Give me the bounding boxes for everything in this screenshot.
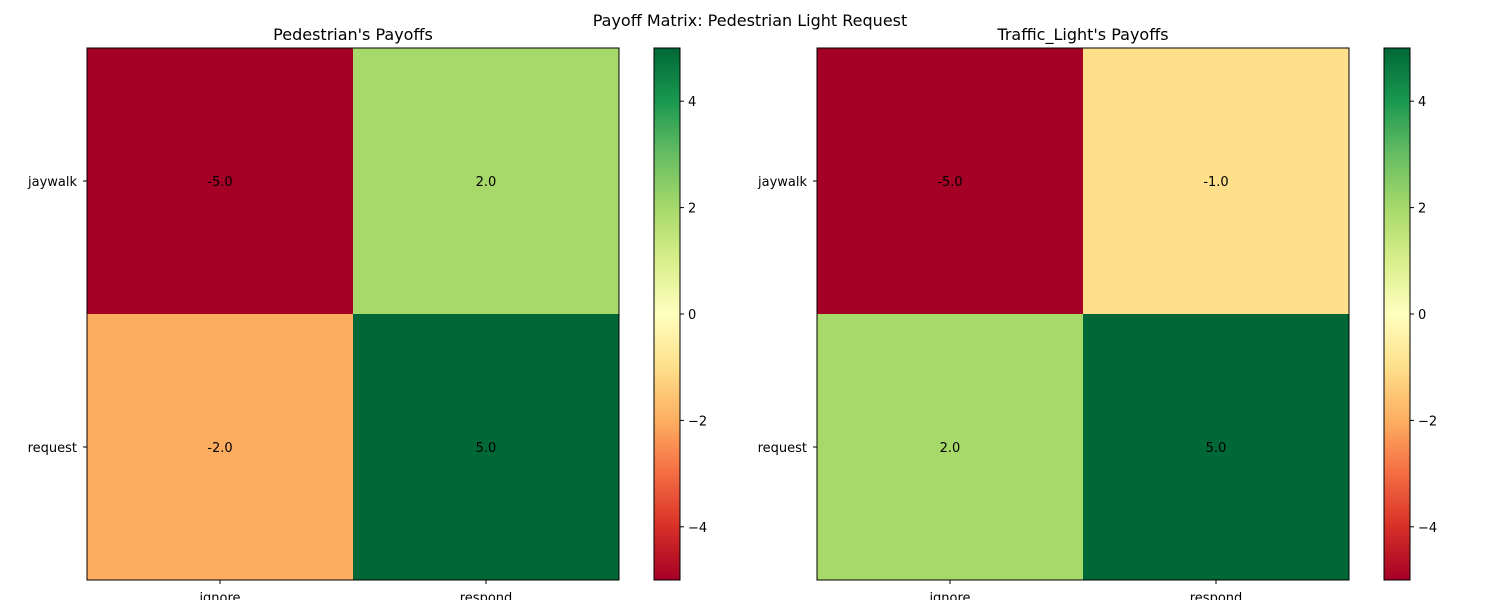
cell-value-label: -5.0 xyxy=(207,175,232,190)
cell-value-label: 5.0 xyxy=(1206,441,1227,456)
heatmap-panels: Pedestrian's Payoffs -5.0 2.0 -2.0 5.0 jaywal… xyxy=(27,25,1437,600)
colorbar-tick-label: −2 xyxy=(1418,414,1437,429)
figure-title: Payoff Matrix: Pedestrian Light Request xyxy=(593,11,908,30)
heatmap-cell xyxy=(1083,314,1349,580)
colorbar-tick-label: 0 xyxy=(1418,308,1426,323)
heatmap-cell xyxy=(817,314,1083,580)
heatmap-cell xyxy=(353,48,619,314)
y-tick-label: request xyxy=(758,441,807,456)
colorbar-tick-label: 4 xyxy=(1418,95,1426,110)
x-tick-label: ignore xyxy=(199,591,240,600)
colorbar-tick-label: −4 xyxy=(1418,521,1437,536)
panel-title: Traffic_Light's Payoffs xyxy=(996,25,1168,45)
cell-value-label: 5.0 xyxy=(476,441,497,456)
colorbar-tick-label: 2 xyxy=(1418,202,1426,217)
heatmap-panel-1: Pedestrian's Payoffs -5.0 2.0 -2.0 5.0 jaywal… xyxy=(27,25,707,600)
colorbar-tick-label: 2 xyxy=(688,202,696,217)
x-tick-label: respond xyxy=(1190,591,1243,600)
colorbar-tick-label: 4 xyxy=(688,95,696,110)
heatmap-cell xyxy=(87,314,353,580)
axes-frame xyxy=(86,47,620,581)
heatmap-cell xyxy=(817,48,1083,314)
y-tick-label: request xyxy=(28,441,77,456)
colorbar-tick-label: 0 xyxy=(688,308,696,323)
x-tick-label: respond xyxy=(460,591,513,600)
y-tick-label: jaywalk xyxy=(757,175,807,190)
heatmap-panel-2: Traffic_Light's Payoffs -5.0 -1.0 2.0 5.0 jay… xyxy=(757,25,1437,600)
cell-value-label: 2.0 xyxy=(940,441,961,456)
axes-frame xyxy=(816,47,1350,581)
heatmap-cell xyxy=(87,48,353,314)
cell-value-label: -1.0 xyxy=(1203,175,1228,190)
cell-value-label: 2.0 xyxy=(476,175,497,190)
cell-value-label: -2.0 xyxy=(207,441,232,456)
y-tick-label: jaywalk xyxy=(27,175,77,190)
colorbar xyxy=(653,47,681,581)
colorbar xyxy=(1383,47,1411,581)
cell-value-label: -5.0 xyxy=(937,175,962,190)
colorbar-tick-label: −4 xyxy=(688,521,707,536)
heatmap-cell xyxy=(353,314,619,580)
panel-title: Pedestrian's Payoffs xyxy=(273,25,433,44)
colorbar-tick-label: −2 xyxy=(688,414,707,429)
heatmap-cell xyxy=(1083,48,1349,314)
x-tick-label: ignore xyxy=(929,591,970,600)
